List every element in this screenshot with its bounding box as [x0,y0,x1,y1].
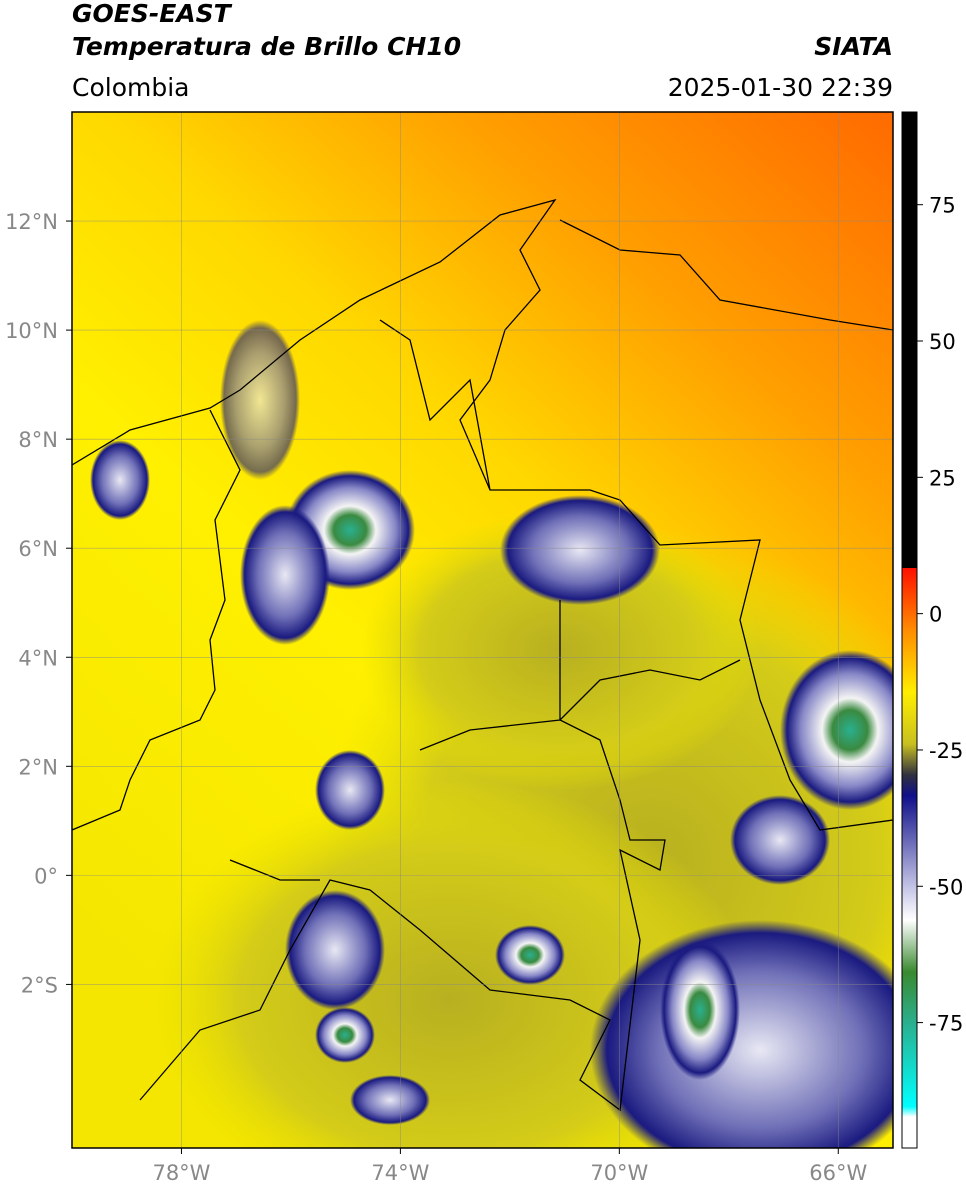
satellite-image [72,112,893,1148]
x-tick-label: 66°W [809,1161,867,1185]
colorbar-tick-label: 0 [929,603,942,627]
colorbar-tick-label: -25 [929,739,963,763]
title: GOES-EAST [72,0,233,28]
subtitle: Temperatura de Brillo CH10 [72,32,461,61]
x-tick-label: 74°W [371,1161,429,1185]
x-tick-label: 78°W [152,1161,210,1185]
y-tick-label: 10°N [5,319,58,343]
map-frame [71,111,894,1149]
borders [72,198,893,1112]
colorbar-tick-label: 75 [929,194,956,218]
y-tick-label: 0° [34,864,58,888]
y-tick-label: 12°N [5,210,58,234]
y-tick-label: 2°N [18,755,58,779]
colorbar [901,111,918,1149]
y-tick-label: 4°N [18,646,58,670]
colorbar-tick-label: 50 [929,330,956,354]
datetime: 2025-01-30 22:39 [668,73,893,102]
y-tick-label: 2°S [21,973,58,997]
source: SIATA [814,32,893,61]
colorbar-tick-label: -50 [929,875,963,899]
colorbar-tick-label: 25 [929,466,956,490]
region: Colombia [72,73,189,102]
y-tick-label: 6°N [18,537,58,561]
x-tick-label: 70°W [590,1161,648,1185]
y-tick-label: 8°N [18,428,58,452]
grid [72,112,893,1148]
colorbar-tick-label: -75 [929,1012,963,1036]
